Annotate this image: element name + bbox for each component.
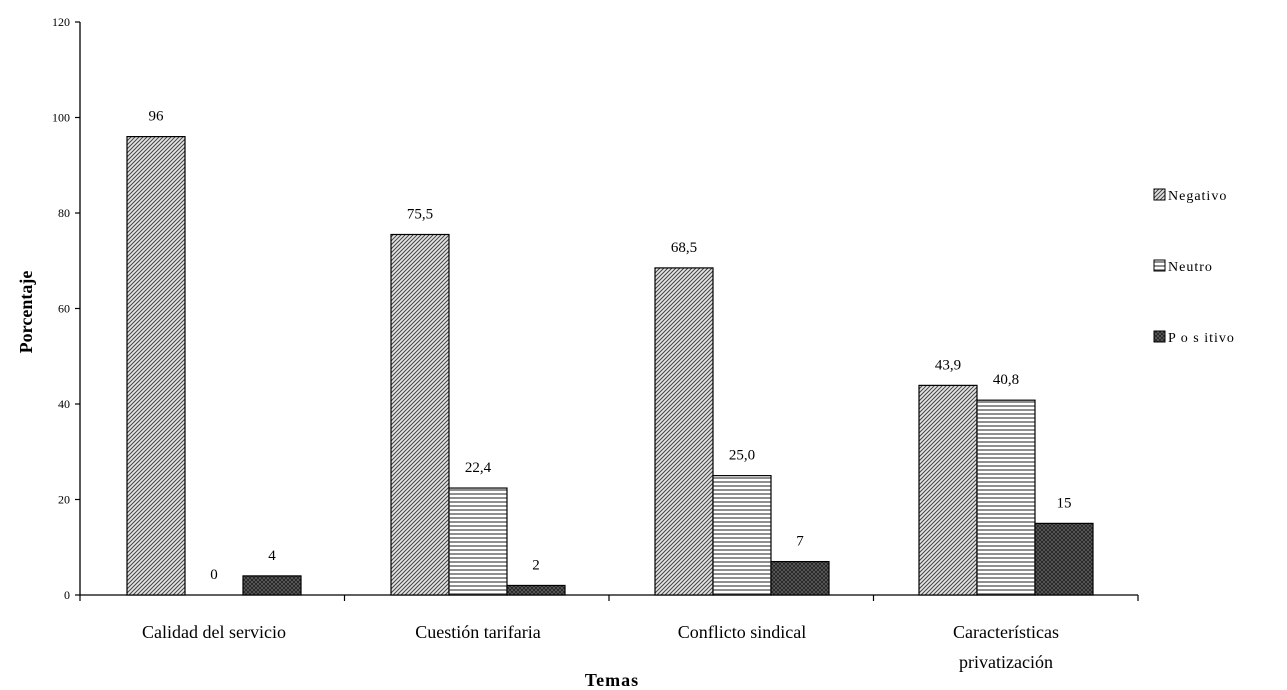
data-label: 15 bbox=[1057, 495, 1072, 511]
data-label: 43,9 bbox=[935, 357, 961, 373]
data-label: 22,4 bbox=[465, 460, 492, 476]
bar bbox=[390, 233, 450, 596]
data-label: 0 bbox=[210, 567, 218, 583]
data-label: 75,5 bbox=[407, 206, 433, 222]
x-tick-label: Calidad del servicio bbox=[142, 622, 286, 642]
data-label: 25,0 bbox=[729, 448, 755, 464]
data-label: 7 bbox=[796, 534, 804, 550]
x-tick-label: Cuestión tarifaria bbox=[415, 622, 540, 642]
x-axis-label: Temas bbox=[585, 670, 639, 690]
y-tick-label: 80 bbox=[58, 206, 70, 220]
y-axis-label: Porcentaje bbox=[16, 271, 36, 354]
y-tick-label: 0 bbox=[64, 588, 70, 602]
bar bbox=[242, 575, 302, 596]
bar bbox=[654, 267, 714, 596]
bar bbox=[918, 384, 978, 596]
bar bbox=[448, 487, 508, 596]
bar bbox=[506, 584, 566, 596]
y-tick-label: 120 bbox=[52, 15, 70, 29]
legend-swatch bbox=[1153, 330, 1166, 343]
bar bbox=[976, 399, 1036, 596]
bar bbox=[1034, 522, 1094, 596]
data-label: 96 bbox=[149, 109, 165, 125]
data-label: 2 bbox=[532, 557, 540, 573]
y-tick-label: 40 bbox=[58, 397, 70, 411]
bar bbox=[126, 136, 186, 596]
data-label: 4 bbox=[268, 548, 276, 564]
x-tick-label: Conflicto sindical bbox=[678, 622, 806, 642]
y-tick-label: 100 bbox=[52, 111, 70, 125]
legend-swatch bbox=[1153, 259, 1166, 272]
x-tick-label: Características privatización bbox=[953, 622, 1059, 672]
bar bbox=[770, 560, 830, 596]
legend-swatch bbox=[1153, 188, 1166, 201]
data-label: 40,8 bbox=[993, 372, 1019, 388]
bar bbox=[712, 475, 772, 596]
y-tick-label: 20 bbox=[58, 493, 70, 507]
data-label: 68,5 bbox=[671, 240, 697, 256]
legend-label: Neutro bbox=[1168, 260, 1213, 275]
y-tick-label: 60 bbox=[58, 302, 70, 316]
legend-label: P o s itivo bbox=[1168, 331, 1235, 346]
legend-label: Negativo bbox=[1168, 189, 1227, 204]
